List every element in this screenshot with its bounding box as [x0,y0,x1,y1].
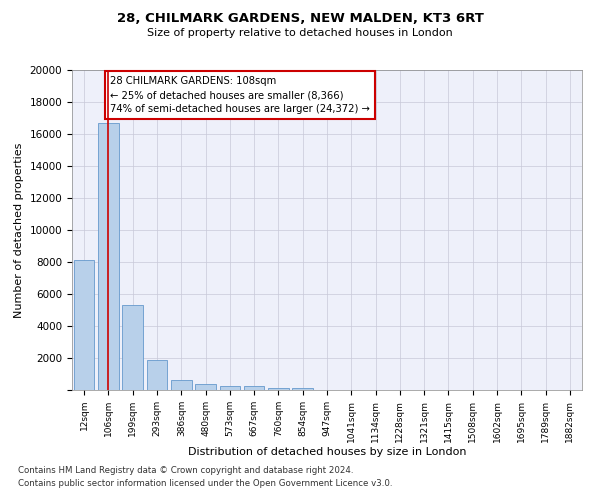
Text: Contains HM Land Registry data © Crown copyright and database right 2024.: Contains HM Land Registry data © Crown c… [18,466,353,475]
X-axis label: Distribution of detached houses by size in London: Distribution of detached houses by size … [188,448,466,458]
Bar [171,380,191,390]
Bar [74,260,94,390]
Text: 28, CHILMARK GARDENS, NEW MALDEN, KT3 6RT: 28, CHILMARK GARDENS, NEW MALDEN, KT3 6R… [116,12,484,26]
Bar [292,388,313,390]
Bar [146,360,167,390]
Bar [268,388,289,390]
Bar [195,384,216,390]
Bar [244,386,265,390]
Text: 28 CHILMARK GARDENS: 108sqm
← 25% of detached houses are smaller (8,366)
74% of : 28 CHILMARK GARDENS: 108sqm ← 25% of det… [110,76,370,114]
Bar [122,305,143,390]
Y-axis label: Number of detached properties: Number of detached properties [14,142,24,318]
Bar [98,123,119,390]
Text: Contains public sector information licensed under the Open Government Licence v3: Contains public sector information licen… [18,478,392,488]
Bar [220,386,240,390]
Text: Size of property relative to detached houses in London: Size of property relative to detached ho… [147,28,453,38]
